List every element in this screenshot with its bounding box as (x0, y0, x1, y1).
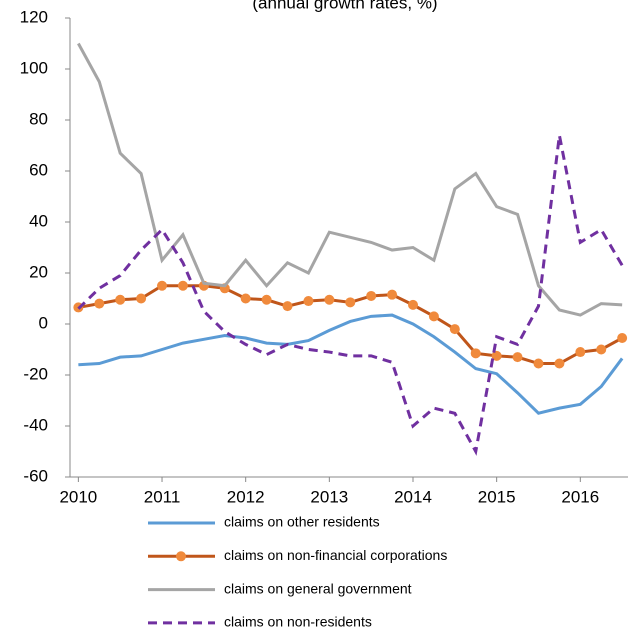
x-tick-label: 2015 (478, 487, 516, 506)
point (387, 289, 398, 300)
y-tick-label: 40 (29, 211, 48, 230)
point (261, 294, 272, 305)
x-tick-label: 2012 (227, 487, 265, 506)
point (470, 348, 481, 359)
legend-marker (176, 551, 186, 562)
series-line (77, 42, 623, 317)
point (449, 324, 460, 335)
point (115, 294, 126, 305)
chart-title: (annual growth rates, %) (252, 0, 437, 12)
y-tick-label: 20 (29, 262, 48, 281)
point (282, 301, 293, 312)
point (512, 352, 523, 363)
point (533, 358, 544, 369)
point (407, 299, 418, 310)
point (617, 333, 628, 344)
legend-label: claims on non-residents (224, 614, 372, 630)
point (575, 347, 586, 358)
point (157, 280, 168, 291)
y-tick-label: 80 (29, 109, 48, 128)
series-line (78, 313, 624, 415)
legend-label: claims on general government (224, 580, 412, 596)
series-line (77, 135, 624, 456)
x-tick-label: 2016 (561, 487, 599, 506)
x-tick-label: 2011 (144, 487, 181, 506)
x-tick-label: 2014 (394, 487, 432, 506)
x-tick-label: 2013 (310, 487, 348, 506)
y-tick-label: -60 (23, 466, 48, 485)
y-tick-label: -40 (23, 415, 48, 434)
y-tick-label: 0 (39, 313, 48, 332)
point (136, 293, 147, 304)
y-tick-label: -20 (23, 364, 48, 383)
point (491, 350, 502, 361)
point (240, 293, 251, 304)
legend-label: claims on other residents (224, 514, 380, 530)
point (596, 344, 607, 355)
legend-label: claims on non-financial corporations (224, 547, 447, 563)
point (345, 297, 356, 308)
point (554, 358, 565, 369)
point (324, 294, 335, 305)
y-tick-label: 60 (29, 160, 48, 179)
point (94, 298, 105, 309)
point (428, 311, 439, 322)
point (177, 280, 188, 291)
point (366, 290, 377, 301)
y-tick-label: 120 (20, 7, 48, 26)
x-tick-label: 2010 (59, 487, 97, 506)
y-tick-label: 100 (20, 58, 48, 77)
point (303, 296, 314, 307)
